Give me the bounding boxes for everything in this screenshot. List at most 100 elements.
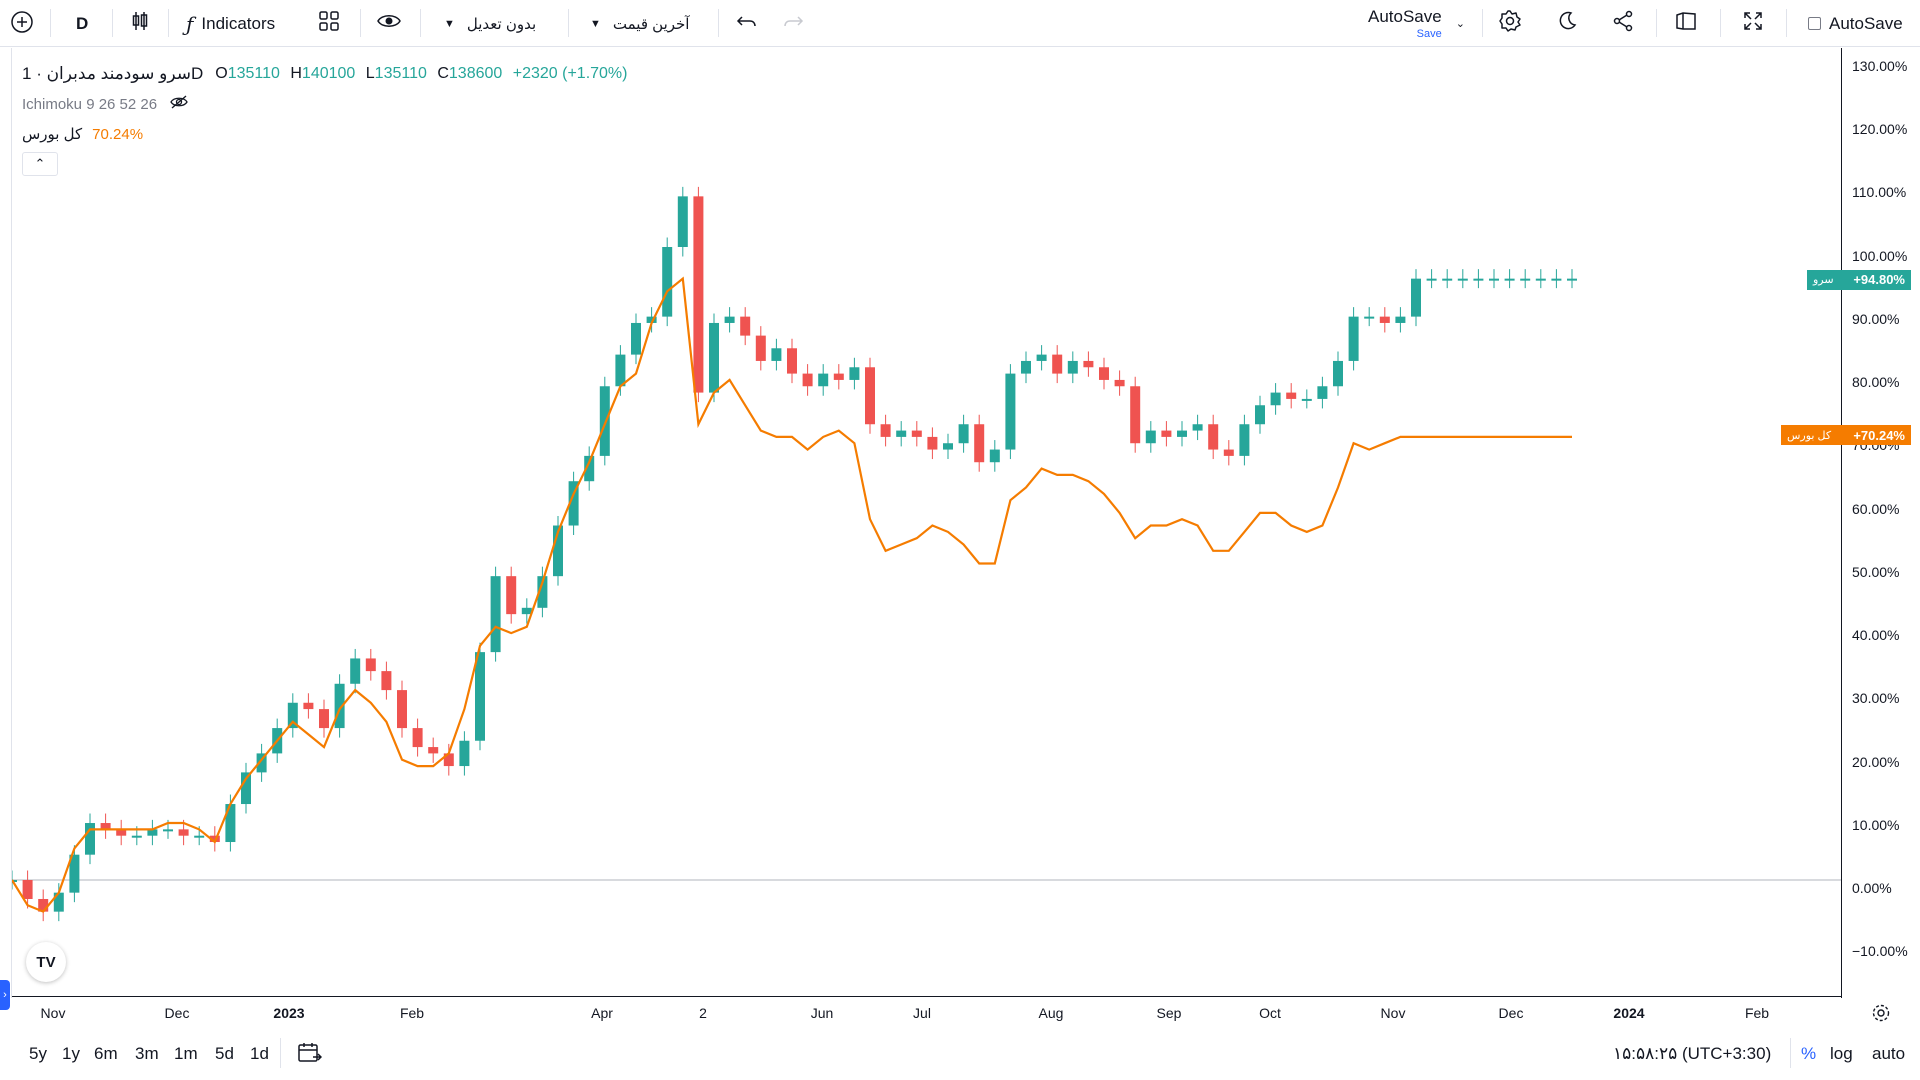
candle-body [1083, 360, 1094, 368]
candle-body [1551, 278, 1562, 281]
candle-body [100, 823, 111, 830]
price-type-dropdown[interactable]: ▼ آخرین قیمت [590, 0, 689, 47]
theme-toggle-button[interactable] [1556, 0, 1578, 47]
candle-body [1270, 392, 1281, 406]
autosave-checkbox[interactable] [1808, 17, 1821, 30]
compare-row[interactable]: کل بورس 70.24% [22, 122, 627, 146]
interval-button[interactable]: D [76, 13, 89, 33]
time-tick-label: Nov [1380, 1005, 1406, 1021]
candle-body [1099, 367, 1109, 380]
time-tick-label: Feb [399, 1005, 425, 1021]
time-scale-border [12, 996, 1842, 997]
candle-body [958, 424, 969, 444]
candle-body [1489, 278, 1499, 281]
indicators-button[interactable]: ƒ Indicators [186, 0, 275, 47]
share-button[interactable] [1612, 0, 1634, 47]
range-button-1y[interactable]: 1y [62, 1044, 80, 1063]
candle-body [350, 658, 361, 684]
hidden-eye-icon[interactable] [169, 94, 189, 114]
price-tick-label: 90.00% [1852, 311, 1900, 327]
price-tick-label: 130.00% [1852, 58, 1908, 74]
range-button-6m[interactable]: 6m [94, 1044, 118, 1063]
chart-canvas[interactable] [12, 48, 1841, 996]
chart-left-border [11, 48, 12, 998]
time-tick-label: Apr [591, 1005, 613, 1021]
eye-icon [376, 10, 402, 37]
indicator-row[interactable]: Ichimoku 9 26 52 26 [22, 92, 627, 116]
candle-body [1333, 360, 1343, 387]
candle-body [1208, 424, 1219, 450]
candle-body [1161, 430, 1172, 437]
symbol-title[interactable]: سرو سودمند مدبران · 1D [22, 64, 204, 83]
candle-body [225, 804, 236, 843]
adjustment-dropdown[interactable]: ▼ بدون تعدیل [444, 0, 536, 47]
settings-button[interactable] [1498, 0, 1522, 47]
chart-legend: سرو سودمند مدبران · 1D O135110 H140100 L… [22, 62, 627, 176]
scale-settings-button[interactable] [1871, 1003, 1891, 1026]
candle-body [303, 702, 314, 710]
open-value: 135110 [227, 65, 280, 82]
redo-button[interactable] [782, 0, 804, 47]
close-value: 138600 [448, 65, 503, 82]
candle-body [163, 829, 173, 832]
add-symbol-button[interactable] [10, 0, 34, 47]
autosave-menu[interactable]: AutoSave Save ⌄ [1368, 0, 1465, 47]
grid-icon [318, 10, 340, 37]
range-button-5y[interactable]: 5y [29, 1044, 47, 1063]
price-tick-label: 100.00% [1852, 248, 1908, 264]
clock-label[interactable]: ۱۵:۵۸:۲۵ (UTC+3:30) [1613, 1044, 1772, 1063]
tradingview-logo[interactable]: TV [26, 942, 66, 982]
log-scale-toggle[interactable]: log [1830, 1044, 1853, 1063]
time-tick-label: 2023 [273, 1005, 305, 1021]
candle-body [1036, 354, 1047, 361]
layouts-button[interactable] [318, 0, 340, 47]
range-button-5d[interactable]: 5d [215, 1044, 234, 1063]
candle-body [1395, 316, 1406, 323]
range-button-3m[interactable]: 3m [135, 1044, 159, 1063]
price-tick-label: 120.00% [1852, 121, 1908, 137]
time-tick-label: Dec [1498, 1005, 1524, 1021]
left-toolbar-toggle[interactable]: › [0, 980, 10, 1010]
chart-pane[interactable] [12, 48, 1841, 996]
visibility-button[interactable] [376, 0, 402, 47]
candle-body [771, 348, 782, 361]
percent-scale-toggle[interactable]: % [1801, 1044, 1817, 1063]
range-button-1m[interactable]: 1m [174, 1044, 198, 1063]
candle-body [1520, 278, 1531, 281]
time-tick-label: Nov [40, 1005, 66, 1021]
candle-body [241, 772, 251, 805]
collapse-legend-button[interactable]: ⌃ [22, 152, 58, 176]
high-value: 140100 [301, 65, 356, 82]
candle-body [537, 576, 548, 608]
price-tick-label: 10.00% [1852, 817, 1900, 833]
candle-body [256, 753, 267, 773]
candle-body [709, 322, 719, 393]
fullscreen-button[interactable] [1742, 0, 1764, 47]
range-button-1d[interactable]: 1d [250, 1044, 269, 1063]
candle-body [506, 576, 517, 615]
candle-body [584, 455, 595, 482]
fullscreen-icon [1742, 10, 1764, 37]
candles-icon [128, 9, 152, 38]
candle-body [1379, 316, 1390, 323]
candle-body [475, 652, 485, 741]
candle-body [865, 367, 875, 425]
price-scale-border [1841, 48, 1842, 998]
candle-body [631, 322, 641, 355]
date-range-button[interactable] [296, 1041, 323, 1070]
undo-button[interactable] [736, 0, 758, 47]
candle-body [646, 316, 657, 323]
candle-body [178, 829, 189, 836]
chart-type-button[interactable] [128, 0, 152, 47]
candle-body [490, 576, 501, 653]
chevron-right-icon: › [3, 989, 7, 1001]
share-icon [1612, 10, 1634, 37]
gear-icon [1871, 1004, 1891, 1026]
auto-scale-toggle[interactable]: auto [1872, 1044, 1906, 1063]
screenshot-button[interactable] [1674, 0, 1698, 47]
candle-body [553, 525, 563, 577]
price-tick-label: 110.00% [1852, 184, 1907, 200]
candle-body [209, 835, 220, 843]
candle-body [319, 709, 329, 729]
autosave-toggle[interactable]: AutoSave [1808, 0, 1903, 47]
